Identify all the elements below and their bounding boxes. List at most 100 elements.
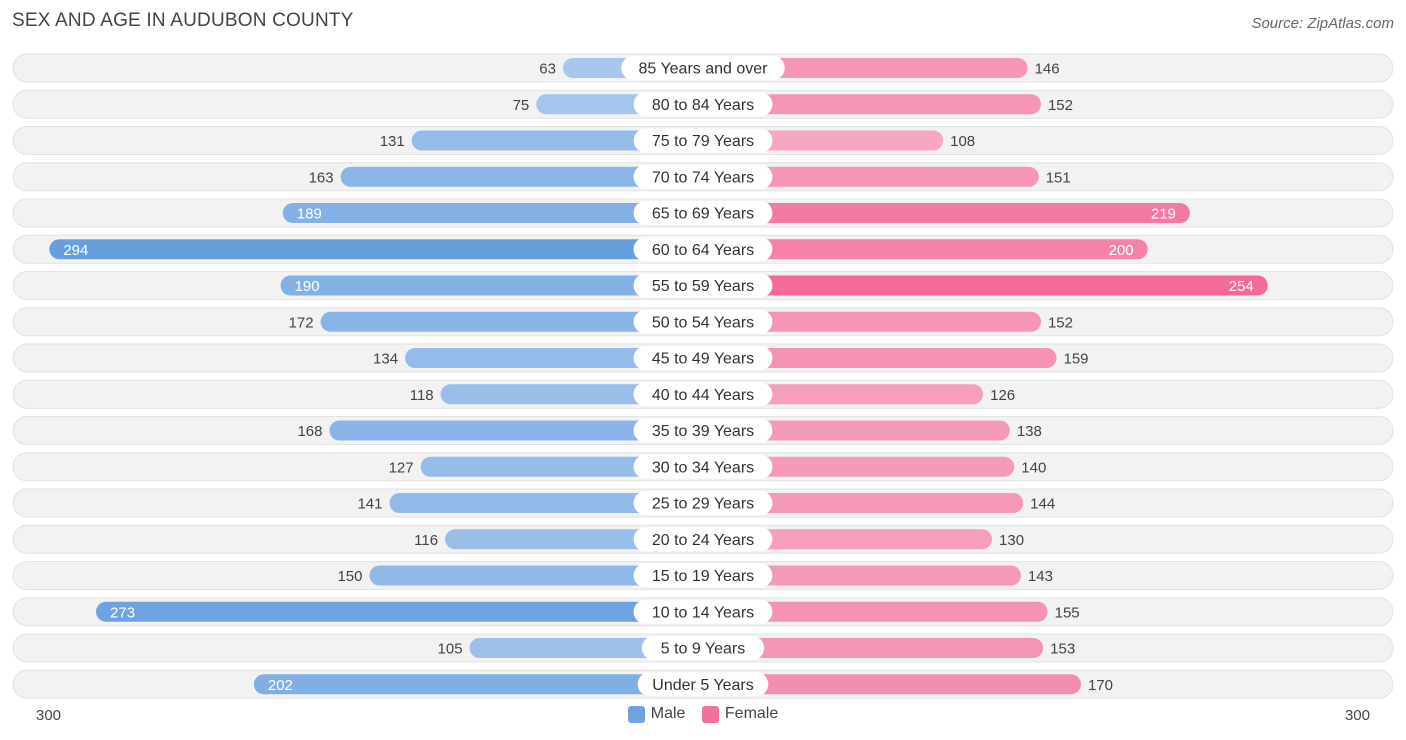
bar-male-60-to-64-years [49,239,703,260]
category-pill-40-to-44-years [633,382,773,407]
category-label-85-years-and-over: 85 Years and over [639,61,769,78]
category-label-15-to-19-years: 15 to 19 Years [652,568,754,585]
bar-female-45-to-49-years [703,348,1057,368]
axis-right-max-label: 300 [1344,707,1370,724]
bar-female-25-to-29-years [703,493,1024,513]
bar-male-55-to-59-years [280,275,703,296]
bar-female-15-to-19-years [703,565,1021,586]
category-label-80-to-84-years: 80 to 84 Years [652,97,754,114]
category-pill-80-to-84-years [633,92,773,117]
value-male-60-to-64-years: 294 [63,242,88,259]
value-male-under-5-years: 202 [268,677,293,694]
category-label-55-to-59-years: 55 to 59 Years [652,278,754,295]
value-male-20-to-24-years: 116 [414,532,438,549]
category-pill-50-to-54-years [633,309,773,334]
bar-female-under-5-years [703,674,1081,695]
bar-female-70-to-74-years [703,166,1039,187]
value-female-75-to-79-years: 108 [950,133,975,150]
value-female-85-years-and-over: 146 [1035,61,1060,78]
category-label-25-to-29-years: 25 to 29 Years [652,496,754,513]
bar-male-70-to-74-years [340,166,703,187]
category-label-70-to-74-years: 70 to 74 Years [652,169,754,186]
bar-female-20-to-24-years [703,529,993,550]
category-pill-25-to-29-years [633,491,773,515]
category-pill-35-to-39-years [633,418,773,443]
value-male-15-to-19-years: 150 [337,568,362,585]
value-male-55-to-59-years: 190 [295,278,320,295]
bar-female-65-to-69-years [703,203,1190,223]
legend-swatch-female [701,705,719,723]
legend-label-female: Female [724,705,779,722]
bar-male-50-to-54-years [320,311,703,332]
bar-female-60-to-64-years [703,239,1148,260]
value-female-55-to-59-years: 254 [1229,278,1254,295]
category-label-under-5-years: Under 5 Years [652,677,753,694]
bar-female-30-to-34-years [703,456,1015,477]
chart-title: SEX AND AGE IN AUDUBON COUNTY [12,10,354,31]
category-pill-under-5-years [637,672,769,697]
value-male-70-to-74-years: 163 [309,169,334,186]
bar-male-65-to-69-years [282,203,703,223]
bar-male-under-5-years [253,674,704,695]
category-pill-30-to-34-years [633,454,773,479]
source-label: Source: ZipAtlas.com [1251,15,1394,32]
value-female-50-to-54-years: 152 [1048,314,1073,331]
value-female-70-to-74-years: 151 [1046,169,1071,186]
bar-female-80-to-84-years [703,94,1041,115]
value-female-60-to-64-years: 200 [1109,242,1134,259]
value-female-25-to-29-years: 144 [1030,496,1055,513]
value-male-5-to-9-years: 105 [438,641,463,658]
category-label-45-to-49-years: 45 to 49 Years [652,351,754,368]
value-male-65-to-69-years: 189 [297,206,322,223]
category-pill-20-to-24-years [633,527,773,552]
category-label-5-to-9-years: 5 to 9 Years [661,641,746,658]
bar-female-35-to-39-years [703,420,1010,441]
value-female-15-to-19-years: 143 [1028,568,1053,585]
bar-male-75-to-79-years [411,130,703,151]
category-label-30-to-34-years: 30 to 34 Years [652,459,754,476]
value-female-10-to-14-years: 155 [1055,604,1080,621]
legend-label-male: Male [650,705,686,722]
category-pill-5-to-9-years [641,636,765,660]
category-pill-10-to-14-years [633,599,773,624]
bar-female-40-to-44-years [703,384,984,405]
value-male-50-to-54-years: 172 [289,314,314,331]
value-female-20-to-24-years: 130 [999,532,1024,549]
bar-male-10-to-14-years [96,601,703,622]
value-female-40-to-44-years: 126 [990,387,1015,404]
value-female-45-to-49-years: 159 [1064,351,1089,368]
value-male-40-to-44-years: 118 [410,387,434,404]
legend-item-female[interactable]: Female [701,705,779,723]
value-male-45-to-49-years: 134 [373,351,398,368]
category-label-40-to-44-years: 40 to 44 Years [652,387,754,404]
bar-male-45-to-49-years [405,348,703,368]
value-female-5-to-9-years: 153 [1050,641,1075,658]
value-female-65-to-69-years: 219 [1151,206,1176,223]
category-pill-85-years-and-over [621,56,785,80]
value-male-30-to-34-years: 127 [389,459,414,476]
category-pill-60-to-64-years [633,237,773,262]
legend-swatch-male [627,705,645,723]
value-male-25-to-29-years: 141 [357,496,382,513]
value-female-30-to-34-years: 140 [1021,459,1046,476]
bar-female-50-to-54-years [703,311,1041,332]
legend-item-male[interactable]: Male [627,705,686,723]
bar-male-25-to-29-years [389,493,703,513]
legend: Male Female [0,705,1406,728]
value-female-35-to-39-years: 138 [1017,423,1042,440]
category-pill-75-to-79-years [633,128,773,153]
bar-female-85-years-and-over [703,58,1028,78]
category-label-10-to-14-years: 10 to 14 Years [652,604,754,621]
bar-male-35-to-39-years [329,420,703,441]
category-pill-15-to-19-years [633,563,773,588]
category-label-75-to-79-years: 75 to 79 Years [652,133,754,150]
pyramid-chart: 63 146 85 Years and over 75 152 80 to 84 Year… [12,53,1394,699]
bar-female-5-to-9-years [703,638,1044,658]
value-male-75-to-79-years: 131 [380,133,405,150]
value-male-80-to-84-years: 75 [513,97,530,114]
category-pill-65-to-69-years [633,201,773,225]
category-label-60-to-64-years: 60 to 64 Years [652,242,754,259]
bar-male-30-to-34-years [420,456,703,477]
value-female-80-to-84-years: 152 [1048,97,1073,114]
bar-male-15-to-19-years [369,565,703,586]
